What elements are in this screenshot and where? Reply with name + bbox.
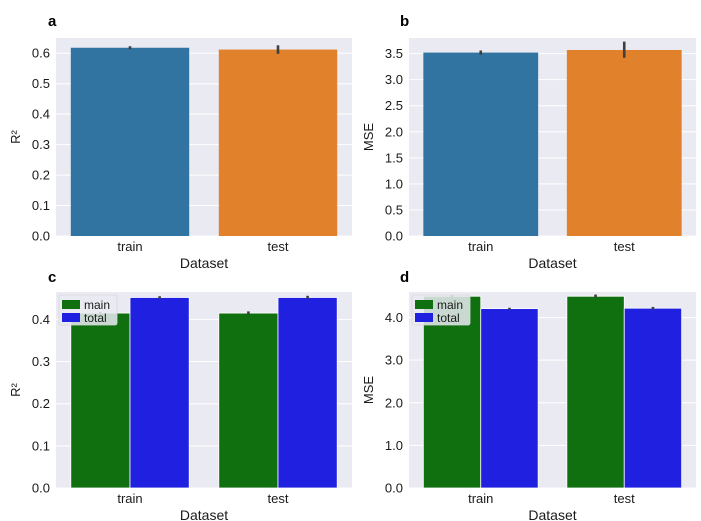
ytick-label-b-1: 0.5 [385, 202, 403, 217]
xtick-label-a-0: train [117, 239, 142, 254]
bars-b [423, 49, 682, 237]
y-axis-label-c: R² [8, 382, 23, 396]
panel-a: a 0.0 0.1 0.2 0.3 0.4 0.5 0.6 train test Datase… [8, 13, 352, 271]
y-axis-label-a: R² [8, 129, 23, 143]
legend-swatch-d-main [415, 300, 433, 309]
legend-label-c-total: total [84, 311, 107, 325]
panel-letter-b: b [400, 13, 409, 30]
bar-b-test [566, 49, 682, 237]
yticks-a: 0.0 0.1 0.2 0.3 0.4 0.5 0.6 [32, 46, 50, 244]
errorbars-a [128, 45, 280, 54]
x-axis-label-d: Dataset [528, 507, 576, 521]
ytick-label-c-4: 0.4 [32, 312, 50, 327]
ytick-label-c-2: 0.2 [32, 396, 50, 411]
bars-a [70, 47, 338, 237]
bar-c-main-test [218, 312, 279, 489]
panel-letter-d: d [400, 269, 409, 286]
bar-c-main-train [70, 312, 131, 489]
bars-d [422, 295, 683, 489]
panel-letter-c: c [48, 269, 56, 286]
xticks-c: train test [117, 491, 289, 506]
legend-label-d-total: total [437, 311, 460, 325]
ytick-label-b-5: 2.5 [385, 98, 403, 113]
xtick-label-c-1: test [268, 491, 289, 506]
ytick-label-a-0: 0.0 [32, 229, 50, 244]
x-axis-label-a: Dataset [180, 255, 228, 271]
xtick-label-c-0: train [117, 491, 142, 506]
ytick-label-d-2: 2.0 [385, 395, 403, 410]
ytick-label-b-2: 1.0 [385, 176, 403, 191]
xtick-label-b-0: train [468, 239, 493, 254]
yticks-c: 0.0 0.1 0.2 0.3 0.4 [32, 312, 50, 496]
xticks-b: train test [468, 239, 635, 254]
ytick-label-d-4: 4.0 [385, 310, 403, 325]
xticks-a: train test [117, 239, 289, 254]
ytick-label-a-3: 0.3 [32, 137, 50, 152]
bar-a-test [218, 49, 338, 237]
ytick-label-a-5: 0.5 [32, 76, 50, 91]
xtick-label-d-1: test [614, 491, 635, 506]
yticks-b: 0.0 0.5 1.0 1.5 2.0 2.5 3.0 3.5 [385, 46, 403, 243]
bar-d-total-train [480, 308, 539, 489]
ytick-label-b-0: 0.0 [385, 229, 403, 244]
legend-swatch-c-total [62, 313, 80, 322]
legend-label-d-main: main [437, 298, 463, 312]
legend-swatch-d-total [415, 313, 433, 322]
ytick-label-b-6: 3.0 [385, 72, 403, 87]
x-axis-label-b: Dataset [528, 255, 576, 271]
ytick-label-b-4: 2.0 [385, 124, 403, 139]
panel-letter-a: a [48, 13, 57, 30]
xtick-label-b-1: test [614, 239, 635, 254]
bars-c [70, 297, 338, 489]
xtick-label-d-0: train [468, 491, 493, 506]
panel-b: b 0.0 0.5 1.0 1.5 2.0 2.5 3.0 3.5 train test Dat… [361, 13, 696, 271]
x-axis-label-c: Dataset [180, 507, 228, 521]
ytick-label-a-6: 0.6 [32, 46, 50, 61]
bar-d-total-test [623, 307, 683, 489]
ytick-label-a-1: 0.1 [32, 198, 50, 213]
xtick-label-a-1: test [268, 239, 289, 254]
ytick-label-a-2: 0.2 [32, 168, 50, 183]
errorbars-b [479, 41, 626, 58]
yticks-d: 0.0 1.0 2.0 3.0 4.0 [385, 310, 403, 495]
bar-c-total-test [277, 297, 338, 489]
bar-d-main-train [422, 295, 482, 489]
xticks-d: train test [468, 491, 635, 506]
ytick-label-d-3: 3.0 [385, 353, 403, 368]
y-axis-label-b: MSE [361, 123, 376, 152]
bar-b-train [423, 52, 539, 236]
ytick-label-b-3: 1.5 [385, 150, 403, 165]
ytick-label-d-0: 0.0 [385, 481, 403, 496]
y-axis-label-d: MSE [361, 376, 376, 405]
legend-swatch-c-main [62, 300, 80, 309]
bar-c-total-train [129, 297, 190, 489]
legend-label-c-main: main [84, 298, 110, 312]
bar-d-main-test [566, 295, 625, 489]
ytick-label-c-1: 0.1 [32, 438, 50, 453]
ytick-label-c-0: 0.0 [32, 481, 50, 496]
ytick-label-c-3: 0.3 [32, 354, 50, 369]
ytick-label-b-7: 3.5 [385, 46, 403, 61]
bar-a-train [70, 47, 190, 236]
ytick-label-d-1: 1.0 [385, 438, 403, 453]
ytick-label-a-4: 0.4 [32, 107, 50, 122]
